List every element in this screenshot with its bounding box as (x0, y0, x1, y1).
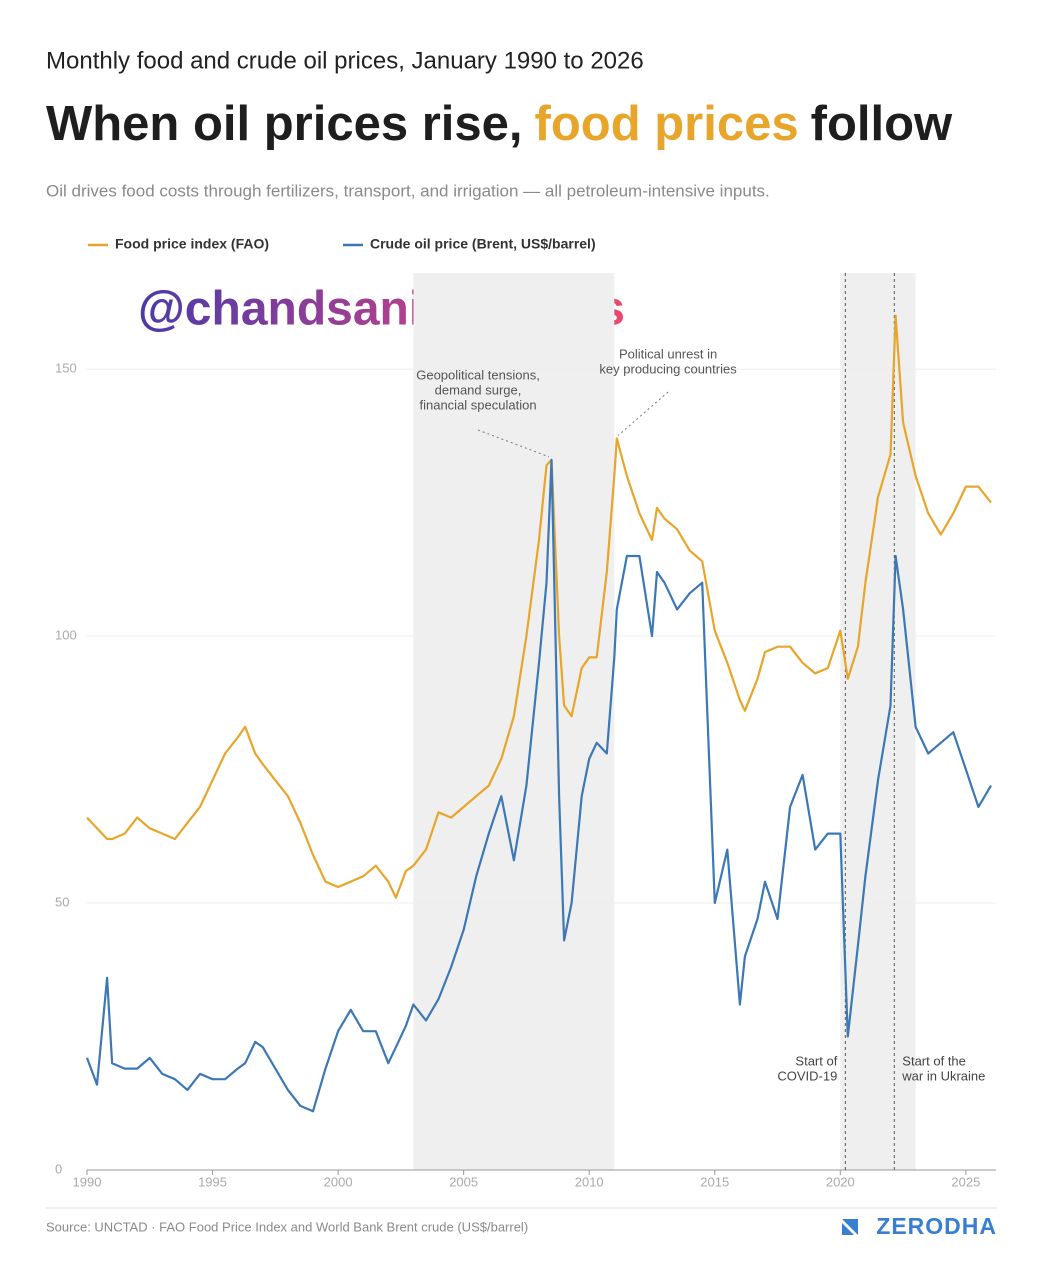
subtitle: Oil drives food costs through fertilizer… (46, 181, 770, 200)
x-tick-label: 2010 (575, 1174, 604, 1189)
annotation-label: demand surge, (435, 382, 522, 397)
source: Source: UNCTAD · FAO Food Price Index an… (46, 1219, 528, 1234)
x-tick-label: 1990 (73, 1174, 102, 1189)
title-highlight: food prices (535, 97, 799, 151)
shaded-range (413, 273, 615, 1170)
event-label: Start of the (902, 1053, 966, 1068)
y-tick-label: 50 (55, 894, 69, 909)
supertitle: Monthly food and crude oil prices, Janua… (46, 47, 644, 74)
annotation-arrow (617, 391, 669, 436)
logo: ZERODHA (876, 1213, 997, 1239)
annotation-label: key producing countries (599, 361, 737, 376)
legend-label: Crude oil price (Brent, US$/barrel) (370, 236, 596, 252)
annotation-label: financial speculation (419, 397, 536, 412)
x-tick-label: 1995 (198, 1174, 227, 1189)
x-tick-label: 2025 (951, 1174, 980, 1189)
y-tick-label: 100 (55, 627, 77, 642)
series-line (86, 314, 992, 899)
annotation-label: Geopolitical tensions, (416, 367, 540, 382)
title-part: follow (811, 97, 953, 151)
event-label: war in Ukraine (901, 1068, 985, 1083)
x-tick-label: 2020 (826, 1174, 855, 1189)
shaded-range (840, 273, 916, 1170)
event-label: Start of (795, 1053, 837, 1068)
logo-icon (842, 1219, 858, 1235)
y-tick-label: 0 (55, 1161, 62, 1176)
x-tick-label: 2015 (700, 1174, 729, 1189)
y-tick-label: 150 (55, 361, 77, 376)
x-tick-label: 2000 (324, 1174, 353, 1189)
annotation-label: Political unrest in (619, 346, 717, 361)
event-label: COVID-19 (777, 1068, 837, 1083)
x-tick-label: 2005 (449, 1174, 478, 1189)
series-line (85, 458, 992, 1113)
legend-label: Food price index (FAO) (115, 236, 269, 252)
title-part: When oil prices rise, (46, 97, 523, 151)
title: When oil prices rise, food prices follow (46, 97, 953, 151)
